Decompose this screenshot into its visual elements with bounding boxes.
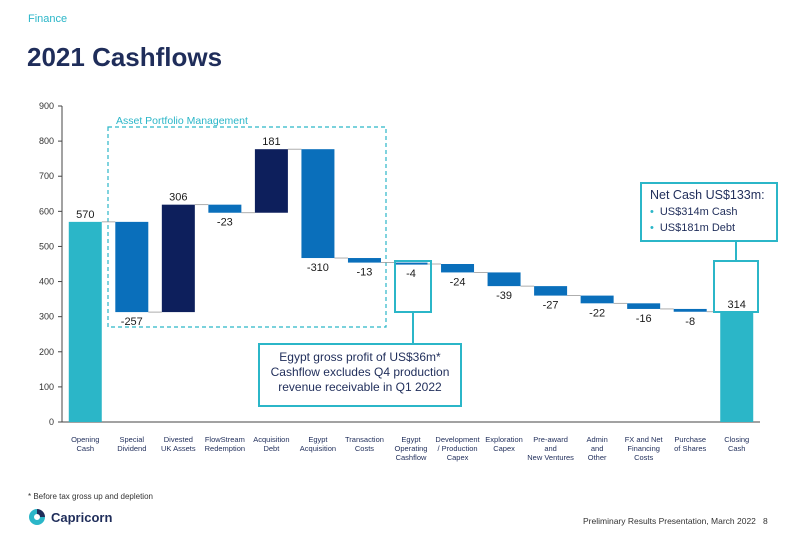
value-label: -8 xyxy=(685,316,695,328)
value-label: -257 xyxy=(121,316,143,328)
net-cash-item: • US$181m Debt xyxy=(650,222,768,234)
bar xyxy=(347,258,381,263)
page-title: 2021 Cashflows xyxy=(27,42,223,72)
x-tick-label: FlowStream Redemption xyxy=(205,435,245,453)
bar xyxy=(208,204,242,213)
egypt-callout-line: Cashflow excludes Q4 production xyxy=(270,365,450,379)
value-label: -22 xyxy=(589,307,605,319)
egypt-callout-line: Egypt gross profit of US$36m* xyxy=(279,350,441,364)
presentation-footer: Preliminary Results Presentation, March … xyxy=(583,516,756,526)
footnote: * Before tax gross up and depletion xyxy=(28,492,153,501)
value-label: -24 xyxy=(450,276,466,288)
x-tick-label: FX and Net Financing Costs xyxy=(625,435,664,462)
callout-lines xyxy=(394,242,759,343)
x-tick-label: Pre-award and New Ventures xyxy=(527,435,574,462)
x-tick-label: Divested UK Assets xyxy=(161,435,196,453)
brand-name: Capricorn xyxy=(51,509,113,525)
y-tick-label: 100 xyxy=(39,382,54,392)
bar xyxy=(441,264,475,273)
y-axis: 0 100 200 300 400 500 600 700 800 900 xyxy=(39,101,760,427)
x-tick-label: Egypt Operating Cashflow xyxy=(395,435,428,462)
y-tick-label: 600 xyxy=(39,206,54,216)
value-label: -310 xyxy=(307,262,329,274)
bar xyxy=(254,149,288,213)
value-label: -4 xyxy=(406,268,416,280)
x-tick-label: Exploration Capex xyxy=(485,435,523,453)
bar xyxy=(68,221,102,422)
egypt-profit-callout: Egypt gross profit of US$36m* Cashflow e… xyxy=(258,343,462,407)
y-tick-label: 0 xyxy=(49,417,54,427)
x-axis-labels: Opening Cash Special Dividend Divested UK Ass… xyxy=(71,435,749,462)
x-tick-label: Egypt Acquisition xyxy=(300,435,336,453)
y-tick-label: 800 xyxy=(39,136,54,146)
bullet-icon: • xyxy=(650,222,654,234)
value-label: 314 xyxy=(728,299,746,311)
portfolio-label: Asset Portfolio Management xyxy=(116,115,248,127)
portfolio-dashed-box xyxy=(107,126,387,328)
y-tick-label: 400 xyxy=(39,277,54,287)
bar xyxy=(394,262,428,265)
value-label: 306 xyxy=(169,192,187,204)
capricorn-logo: Capricorn xyxy=(28,508,112,526)
value-label: 181 xyxy=(262,136,280,148)
x-tick-label: Admin and Other xyxy=(587,435,608,462)
value-label: -39 xyxy=(496,290,512,302)
bar xyxy=(161,204,195,313)
net-cash-item-label: US$314m Cash xyxy=(659,206,738,218)
y-tick-label: 700 xyxy=(39,171,54,181)
y-tick-label: 300 xyxy=(39,312,54,322)
section-label: Finance xyxy=(28,13,68,25)
bars xyxy=(68,149,754,422)
bar xyxy=(534,286,568,296)
value-label: 570 xyxy=(76,209,94,221)
x-tick-label: Development / Production Capex xyxy=(435,435,480,462)
page-number: 8 xyxy=(763,516,768,526)
net-cash-item-label: US$181m Debt xyxy=(659,222,736,234)
bar xyxy=(301,149,335,259)
value-label: -23 xyxy=(217,217,233,229)
x-tick-label: Purchase of Shares xyxy=(674,435,706,453)
value-label: -27 xyxy=(543,300,559,312)
bar xyxy=(487,272,521,287)
x-tick-label: Acquisition Debt xyxy=(253,435,289,453)
capricorn-logo-icon xyxy=(29,509,45,525)
x-tick-label: Transaction Costs xyxy=(345,435,384,453)
bar xyxy=(720,311,754,422)
bar xyxy=(115,221,149,313)
bar xyxy=(580,295,614,304)
x-tick-label: Closing Cash xyxy=(724,435,749,453)
net-cash-callout: Net Cash US$133m: • US$314m Cash • US$181m… xyxy=(640,182,778,242)
y-tick-label: 200 xyxy=(39,347,54,357)
bar xyxy=(627,303,661,309)
egypt-callout-line: revenue receivable in Q1 2022 xyxy=(278,380,442,394)
net-cash-item: • US$314m Cash xyxy=(650,206,768,218)
bullet-icon: • xyxy=(650,206,654,218)
value-labels: 570 -257 306 -23 181 -310 -13 -4 -24 -39 -27 -22 -16… xyxy=(76,136,746,328)
x-tick-label: Opening Cash xyxy=(71,435,99,453)
value-label: -13 xyxy=(357,267,373,279)
y-tick-label: 500 xyxy=(39,241,54,251)
net-cash-title: Net Cash US$133m: xyxy=(650,188,765,202)
y-tick-label: 900 xyxy=(39,101,54,111)
x-tick-label: Special Dividend xyxy=(117,435,146,453)
value-label: -16 xyxy=(636,313,652,325)
bar xyxy=(673,308,707,312)
